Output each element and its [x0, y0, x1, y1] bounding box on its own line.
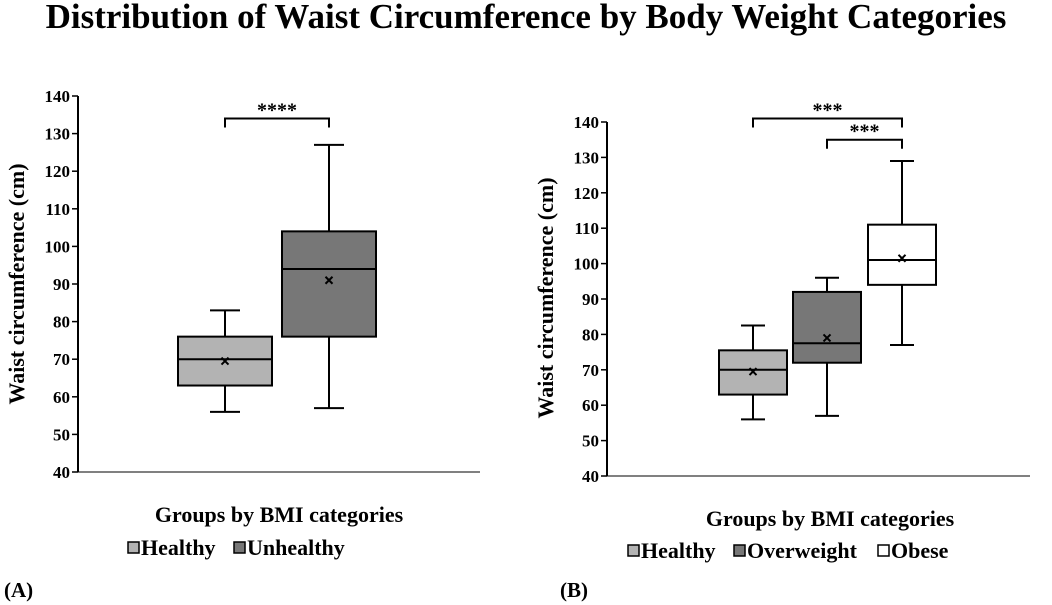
panel-b-legend: Healthy Overweight Obese — [627, 538, 949, 563]
legend-label: Healthy — [141, 535, 216, 560]
legend-label: Overweight — [747, 538, 858, 563]
panel-a-significance-bracket: **** — [224, 100, 330, 128]
mean-marker — [748, 367, 758, 376]
panel-a-y-tick-label: 90 — [53, 275, 70, 294]
panel-a-y-tick-label: 50 — [53, 425, 70, 444]
panel-b-significance: *** *** — [752, 99, 903, 149]
panel-a-boxes — [177, 143, 377, 413]
panel-b-y-tick-label: 80 — [582, 325, 599, 344]
iqr-box — [177, 335, 273, 387]
panel-b-y-tick-label: 130 — [574, 148, 600, 167]
legend-label: Unhealthy — [247, 535, 345, 560]
panel-a-y-tick-label: 40 — [53, 463, 70, 482]
panel-b-axes: 40 50 60 70 80 90 100 110 120 130 140 — [574, 113, 1030, 486]
panel-b-box-healthy — [718, 324, 788, 421]
panel-a-y-tick-label: 80 — [53, 313, 70, 332]
iqr-box — [792, 290, 862, 364]
panel-b-y-tick-label: 70 — [582, 361, 599, 380]
panel-b-y-tick-label: 140 — [574, 113, 600, 132]
panel-a: Waist circumference (cm) Groups by BMI c… — [4, 87, 480, 602]
bracket-line — [826, 138, 903, 149]
panel-b-y-tick-label: 40 — [582, 467, 599, 486]
panel-a-box-healthy — [177, 309, 273, 413]
mean-marker — [220, 356, 230, 366]
legend-swatch — [877, 544, 890, 557]
significance-label: *** — [813, 99, 843, 121]
panel-b-significance-bracket: *** — [752, 99, 903, 128]
bracket-line — [224, 117, 330, 128]
panel-a-y-tick-label: 130 — [45, 125, 71, 144]
panel-a-legend: Healthy Unhealthy — [127, 535, 345, 560]
panel-a-x-axis-label: Groups by BMI categories — [155, 502, 404, 527]
legend-label: Healthy — [641, 538, 716, 563]
panel-b: Waist circumference (cm) Groups by BMI c… — [533, 99, 1030, 602]
legend-swatch — [733, 544, 746, 557]
mean-marker — [897, 254, 907, 263]
panel-a-y-tick-label: 110 — [45, 200, 70, 219]
mean-marker — [822, 333, 832, 343]
legend-label: Obese — [891, 538, 949, 563]
panel-b-boxes — [718, 159, 937, 421]
iqr-box — [281, 230, 377, 338]
panel-a-y-tick-label: 70 — [53, 350, 70, 369]
panel-a-legend-item-healthy: Healthy — [127, 535, 216, 560]
panel-b-y-tick-label: 120 — [574, 184, 600, 203]
panel-a-label: (A) — [4, 578, 33, 602]
panel-b-legend-item-healthy: Healthy — [627, 538, 716, 563]
panel-b-y-tick-label: 50 — [582, 432, 599, 451]
figure-title: Distribution of Waist Circumference by B… — [46, 0, 1007, 36]
panel-b-y-tick-label: 60 — [582, 396, 599, 415]
panel-a-axes: 40 50 60 70 80 90 100 110 120 130 140 — [45, 87, 480, 482]
panel-a-legend-item-unhealthy: Unhealthy — [233, 535, 345, 560]
panel-b-x-axis-label: Groups by BMI categories — [706, 506, 955, 531]
panel-a-y-axis-label: Waist circumference (cm) — [4, 163, 29, 404]
iqr-box — [867, 223, 937, 286]
panel-b-legend-item-overweight: Overweight — [733, 538, 858, 563]
legend-swatch — [127, 541, 140, 554]
bracket-line — [752, 117, 903, 128]
panel-b-y-tick-label: 110 — [574, 219, 599, 238]
panel-b-box-obese — [867, 159, 937, 347]
panel-b-significance-bracket: *** — [826, 121, 903, 149]
panel-a-y-tick-label: 120 — [45, 162, 71, 181]
mean-marker — [324, 276, 334, 285]
panel-a-y-tick-label: 60 — [53, 388, 70, 407]
panel-b-y-tick-label: 100 — [574, 255, 600, 274]
panel-a-y-tick-label: 100 — [45, 237, 71, 256]
panel-b-y-axis-label: Waist circumference (cm) — [533, 177, 558, 418]
panel-b-box-overweight — [792, 276, 862, 417]
significance-label: **** — [257, 100, 297, 122]
panel-a-y-tick-label: 140 — [45, 87, 71, 106]
panel-a-significance: **** — [224, 100, 330, 128]
panel-b-y-tick-label: 90 — [582, 290, 599, 309]
panel-b-legend-item-obese: Obese — [877, 538, 949, 563]
panel-a-box-unhealthy — [281, 143, 377, 410]
legend-swatch — [627, 544, 640, 557]
legend-swatch — [233, 541, 246, 554]
panel-b-label: (B) — [560, 578, 588, 602]
significance-label: *** — [850, 121, 880, 143]
